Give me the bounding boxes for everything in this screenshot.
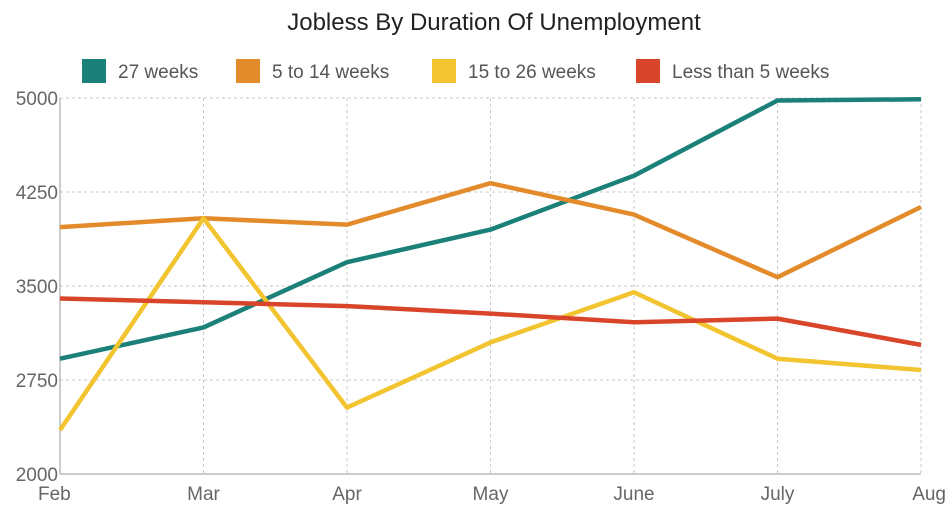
- legend-item-15-to-26-weeks: 15 to 26 weeks: [432, 59, 596, 83]
- legend-label: 5 to 14 weeks: [272, 62, 389, 83]
- legend-swatch: [82, 59, 106, 83]
- legend-swatch: [432, 59, 456, 83]
- legend-item-less-than-5-weeks: Less than 5 weeks: [636, 59, 829, 83]
- legend-swatch: [636, 59, 660, 83]
- legend-swatch: [236, 59, 260, 83]
- series-line-27-weeks: [59, 97, 922, 361]
- y-tick-label: 5000: [16, 89, 58, 110]
- y-tick-label: 2750: [16, 371, 58, 392]
- series-line-less-than-5-weeks: [59, 296, 922, 348]
- legend-item-5-to-14-weeks: 5 to 14 weeks: [236, 59, 389, 83]
- legend-label: 27 weeks: [118, 62, 198, 83]
- axes: 2000 2750 3500 4250 5000 Feb Mar Apr May June July…: [16, 89, 946, 505]
- legend-label: Less than 5 weeks: [672, 62, 829, 83]
- series-line-15-to-26-weeks: [58, 216, 922, 432]
- grid: [60, 97, 922, 474]
- y-tick-label: 2000: [16, 465, 58, 486]
- legend: 27 weeks 5 to 14 weeks 15 to 26 weeks Less …: [82, 59, 829, 83]
- x-tick-label: May: [473, 484, 509, 505]
- y-tick-label: 4250: [16, 183, 58, 204]
- x-tick-label: Feb: [38, 484, 71, 505]
- x-tick-label: Apr: [332, 484, 362, 505]
- x-tick-label: Mar: [187, 484, 220, 505]
- x-tick-label: July: [761, 484, 795, 505]
- y-tick-label: 3500: [16, 277, 58, 298]
- series-lines: [58, 97, 922, 432]
- legend-item-27-weeks: 27 weeks: [82, 59, 198, 83]
- x-tick-label: Aug: [912, 484, 946, 505]
- legend-label: 15 to 26 weeks: [468, 62, 596, 83]
- chart-title: Jobless By Duration Of Unemployment: [287, 9, 701, 36]
- x-tick-label: June: [613, 484, 654, 505]
